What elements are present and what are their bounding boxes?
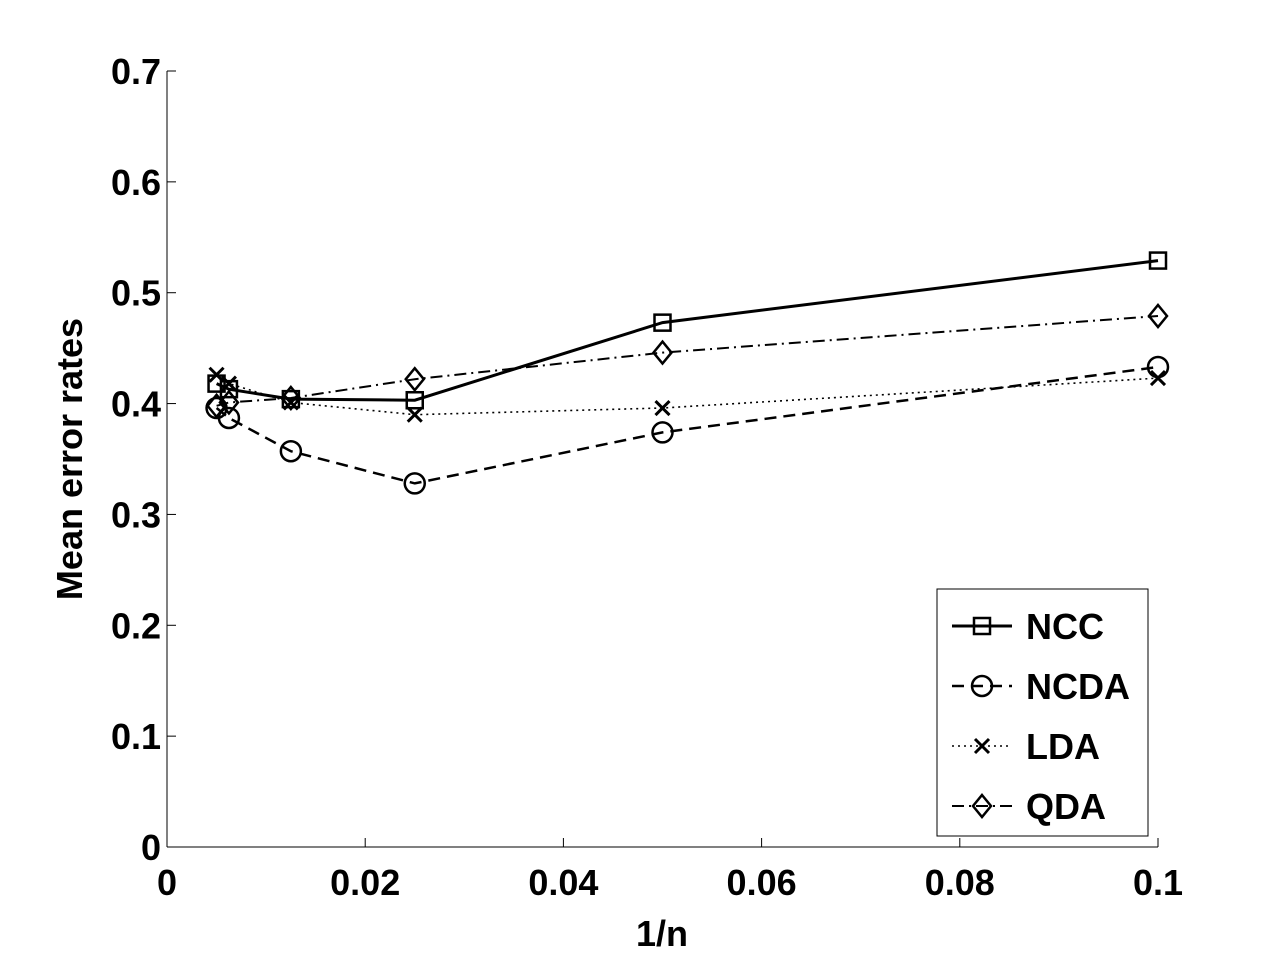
- y-tick-label: 0.7: [111, 51, 161, 92]
- data-point-square: [653, 313, 672, 332]
- series-line: [216, 315, 1159, 407]
- y-axis-label: Mean error rates: [49, 318, 90, 600]
- legend-item-qda: QDA: [952, 786, 1106, 827]
- x-tick-label: 0.04: [528, 862, 598, 903]
- data-point-x: [654, 399, 671, 417]
- series-layer: [205, 251, 1170, 495]
- x-tick-label: 0.08: [925, 862, 995, 903]
- y-tick-label: 0.5: [111, 273, 161, 314]
- axes: 0 0.1 0.2 0.3 0.4 0.5 0.6 0.7 0 0.02 0.04 0.06 0.08 0…: [111, 51, 1183, 903]
- data-point-x: [406, 406, 423, 423]
- x-tick-label: 0: [157, 862, 177, 903]
- data-point-square: [405, 390, 424, 410]
- y-tick-label: 0: [141, 827, 161, 868]
- x-tick-label: 0.06: [727, 862, 797, 903]
- data-point-square: [1148, 251, 1168, 270]
- data-point-diamond: [280, 385, 302, 412]
- series-line: [215, 259, 1159, 402]
- y-tick-label: 0.4: [111, 384, 161, 425]
- legend-marker-x: [973, 737, 991, 755]
- series-lda: [208, 366, 1167, 423]
- data-point-x: [1149, 370, 1167, 387]
- legend-label: QDA: [1026, 786, 1106, 827]
- legend-label: NCDA: [1026, 666, 1130, 707]
- data-point-diamond: [1147, 303, 1169, 329]
- series-qda: [205, 303, 1169, 419]
- data-point-square: [219, 379, 239, 399]
- x-tick-label: 0.02: [330, 862, 400, 903]
- data-point-diamond: [218, 389, 240, 416]
- legend-label: LDA: [1026, 726, 1100, 767]
- data-point-x: [220, 375, 237, 392]
- data-point-x: [208, 366, 225, 383]
- y-tick-label: 0.3: [111, 494, 161, 535]
- legend-marker-diamond: [971, 793, 993, 819]
- x-tick-label: 0.1: [1133, 862, 1183, 903]
- y-tick-label: 0.2: [111, 605, 161, 646]
- data-point-circle: [651, 421, 674, 444]
- legend-marker-circle: [970, 674, 994, 698]
- legend-box: [936, 588, 1149, 837]
- x-axis-label: 1/n: [636, 913, 688, 954]
- data-point-circle: [217, 406, 241, 430]
- legend-item-ncc: NCC: [952, 606, 1104, 647]
- legend-label: NCC: [1026, 606, 1104, 647]
- data-point-circle: [279, 439, 303, 463]
- legend-item-ncda: NCDA: [952, 666, 1130, 707]
- data-point-diamond: [651, 339, 674, 366]
- data-point-diamond: [404, 366, 426, 393]
- data-point-diamond: [205, 392, 228, 419]
- data-point-circle: [403, 472, 426, 495]
- y-tick-label: 0.6: [111, 162, 161, 203]
- legend-item-lda: LDA: [952, 726, 1100, 767]
- legend-marker-square: [972, 616, 992, 636]
- y-tick-label: 0.1: [111, 716, 161, 757]
- legend: NCC NCDA LDA QDA: [936, 588, 1149, 837]
